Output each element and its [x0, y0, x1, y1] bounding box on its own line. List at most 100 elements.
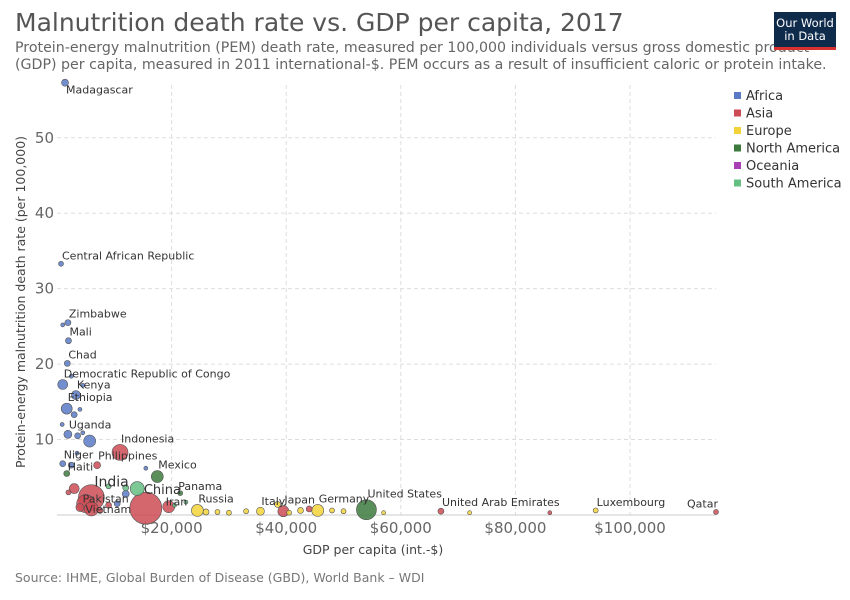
- data-point: [64, 319, 72, 326]
- legend-swatch: [734, 127, 741, 134]
- legend-label: South America: [746, 177, 842, 192]
- point-label: China: [144, 483, 181, 498]
- data-point: [60, 322, 66, 328]
- point-label: Philippines: [98, 450, 158, 463]
- data-point: [122, 484, 130, 492]
- data-point: [286, 509, 292, 516]
- data-point: [75, 503, 85, 512]
- data-point: [93, 461, 101, 470]
- data-point: [74, 450, 80, 456]
- data-point: [150, 470, 164, 483]
- legend-label: Africa: [746, 89, 783, 104]
- data-point: [60, 402, 73, 415]
- point-label: Japan: [283, 494, 315, 507]
- data-point: [65, 337, 72, 345]
- legend-swatch: [734, 109, 741, 117]
- point-label: Panama: [178, 480, 222, 493]
- data-point: [105, 483, 112, 490]
- x-tick-label: $40,000: [255, 519, 317, 537]
- y-tick-label: 30: [35, 280, 54, 298]
- point-label: Iran: [166, 496, 188, 509]
- data-point: [243, 508, 249, 515]
- data-point: [191, 504, 204, 517]
- point-label: Chad: [68, 348, 96, 361]
- point-label: Vietnam: [85, 503, 131, 516]
- point-label: Indonesia: [121, 432, 174, 445]
- point-label: United States: [367, 488, 442, 501]
- data-point: [129, 481, 145, 496]
- data-point: [172, 502, 177, 508]
- point-labels: Madagascar Central African Republic Zimbab…: [62, 84, 718, 516]
- source-note: Source: IHME, Global Burden of Disease (…: [15, 570, 425, 585]
- point-label: Luxembourg: [597, 496, 666, 509]
- data-point: [71, 390, 81, 400]
- legend-swatch: [734, 144, 741, 152]
- logo-line-1: Our World: [776, 16, 834, 30]
- data-point: [77, 407, 83, 412]
- data-point: [226, 509, 232, 516]
- data-point: [713, 509, 719, 515]
- data-point: [63, 429, 73, 439]
- x-tick-label: $100,000: [594, 519, 666, 537]
- data-point: [65, 489, 72, 496]
- chart-subtitle: Protein-energy malnutrition (PEM) death …: [15, 40, 827, 73]
- data-point: [57, 379, 69, 390]
- point-label: Madagascar: [66, 84, 133, 97]
- legend-label: North America: [746, 142, 840, 157]
- data-point: [437, 507, 445, 515]
- y-tick-label: 40: [35, 204, 54, 222]
- data-point: [467, 510, 472, 516]
- data-point: [592, 507, 599, 514]
- data-point: [74, 432, 81, 440]
- point-label: Ethiopia: [68, 391, 113, 404]
- owid-logo[interactable]: Our World in Data: [774, 12, 836, 50]
- data-point: [202, 508, 210, 516]
- y-axis-label: Protein-energy malnutrition death rate (…: [13, 136, 28, 468]
- data-point: [70, 411, 78, 418]
- data-point: [61, 78, 69, 87]
- point-label: Kenya: [77, 379, 111, 392]
- data-point: [80, 382, 86, 388]
- data-point: [329, 507, 335, 514]
- legend-label: Europe: [746, 124, 792, 139]
- data-point: [274, 501, 281, 508]
- data-point: [214, 509, 221, 515]
- y-tick-label: 20: [35, 355, 54, 373]
- x-tick-label: $80,000: [484, 519, 546, 537]
- point-label: Haiti: [68, 461, 93, 474]
- data-point: [129, 491, 163, 525]
- data-point: [547, 510, 553, 516]
- point-label: Niger: [64, 449, 94, 462]
- chart-title: Malnutrition death rate vs. GDP per capi…: [15, 8, 624, 37]
- data-point: [59, 460, 67, 468]
- point-label: Democratic Republic of Congo: [64, 367, 231, 380]
- logo-line-2: in Data: [784, 29, 826, 43]
- point-label: United Arab Emirates: [442, 496, 560, 509]
- x-tick-label: $20,000: [141, 519, 203, 537]
- data-point: [83, 434, 96, 448]
- point-label: Central African Republic: [62, 249, 194, 262]
- point-label: Pakistan: [83, 493, 129, 506]
- data-point: [68, 461, 75, 469]
- point-label: Mexico: [158, 459, 197, 472]
- legend: Africa Asia Europe North America Oceania Sout…: [734, 89, 842, 192]
- data-point: [105, 501, 112, 509]
- data-point: [177, 490, 184, 496]
- data-point: [183, 499, 189, 505]
- data-point: [256, 506, 265, 516]
- y-tick-label: 10: [35, 431, 54, 449]
- point-label: Russia: [198, 492, 233, 505]
- data-point: [111, 444, 129, 461]
- data-point: [80, 430, 86, 436]
- grid-lines: [57, 85, 716, 516]
- data-point: [113, 500, 121, 507]
- data-point: [59, 422, 65, 427]
- point-label: Mali: [69, 326, 91, 339]
- data-point: [64, 360, 71, 367]
- point-label: Uganda: [69, 418, 111, 431]
- legend-swatch: [734, 179, 741, 187]
- point-label: Italy: [261, 495, 285, 508]
- point-label: Germany: [319, 492, 370, 505]
- legend-swatch: [734, 92, 741, 99]
